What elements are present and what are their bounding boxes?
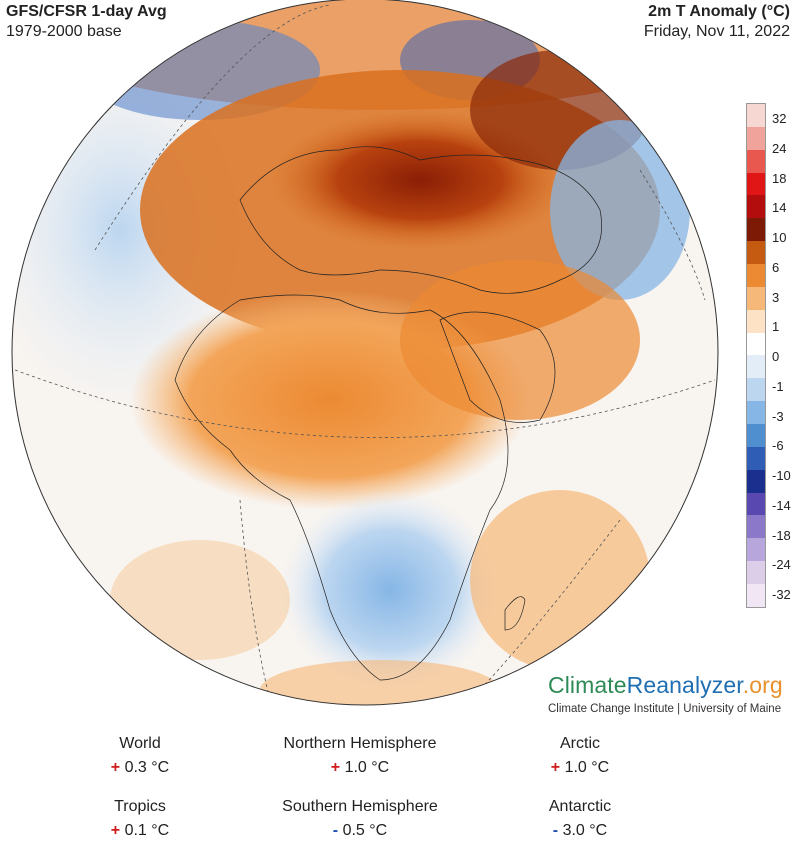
stat-southern-hemisphere: Southern Hemisphere - 0.5 °C (250, 798, 470, 840)
product-title: GFS/CFSR 1-day Avg (6, 3, 167, 20)
stat-value: 0.3 °C (124, 759, 170, 776)
brand-logo[interactable]: ClimateReanalyzer.org (548, 672, 783, 699)
legend-band (747, 104, 765, 127)
stat-sign: + (550, 759, 561, 776)
legend-band (747, 241, 765, 265)
legend-label: -32 (772, 587, 791, 602)
legend-band (747, 561, 765, 585)
legend-band (747, 264, 765, 287)
stat-value: 3.0 °C (562, 822, 608, 839)
legend-band (747, 149, 765, 173)
globe-outline (11, 0, 719, 706)
stat-value: 1.0 °C (564, 759, 610, 776)
legend-label: 14 (772, 200, 787, 216)
stat-antarctic: Antarctic - 3.0 °C (470, 798, 690, 840)
stat-sign: - (552, 822, 559, 839)
brand-affiliation: Climate Change Institute | University of… (548, 703, 782, 715)
legend-band (747, 424, 765, 447)
legend-band (747, 401, 765, 425)
legend-band (747, 469, 765, 493)
stat-sign: + (110, 822, 121, 839)
legend-label: -6 (772, 438, 784, 454)
stat-tropics: Tropics + 0.1 °C (30, 798, 250, 840)
stat-name: Arctic (560, 735, 600, 752)
legend-band (747, 515, 765, 539)
legend-label: 0 (772, 349, 780, 364)
legend-label: -24 (772, 557, 791, 573)
stat-value: 0.5 °C (342, 822, 388, 839)
stat-value: 1.0 °C (344, 759, 390, 776)
legend-label: 1 (772, 319, 780, 335)
stat-name: Tropics (114, 798, 166, 815)
regional-stats: World + 0.3 °C Northern Hemisphere + 1.0… (0, 735, 800, 845)
legend-label: -14 (772, 497, 791, 513)
legend-label: -1 (772, 378, 784, 394)
color-scale-bar (746, 103, 766, 608)
legend-band (747, 332, 765, 356)
stat-sign: + (330, 759, 341, 776)
variable-title: 2m T Anomaly (°C) (648, 3, 790, 20)
stat-sign: - (332, 822, 339, 839)
legend-band (747, 309, 765, 333)
legend-band (747, 126, 765, 150)
brand-part3: .org (742, 672, 783, 698)
stat-name: Southern Hemisphere (282, 798, 438, 815)
stat-sign: + (110, 759, 121, 776)
legend-label: -3 (772, 408, 784, 424)
legend-label: 6 (772, 259, 780, 275)
stat-arctic: Arctic + 1.0 °C (470, 735, 690, 777)
legend-band (747, 492, 765, 516)
legend-band (747, 286, 765, 310)
coastlines (174, 146, 602, 681)
stat-name: Antarctic (548, 798, 612, 815)
legend-label: -18 (772, 527, 791, 543)
legend-band (747, 218, 765, 242)
stat-northern-hemisphere: Northern Hemisphere + 1.0 °C (250, 735, 470, 777)
legend-band (747, 195, 765, 219)
legend-label: 3 (772, 289, 780, 305)
legend-band (747, 446, 765, 470)
legend-band (747, 378, 765, 402)
legend-band (747, 355, 765, 379)
legend-band (747, 172, 765, 196)
legend-band (747, 584, 765, 607)
color-scale-labels: 32 24 18 14 10 6 3 1 0 -1 -3 -6 -10 -14 -18 -24 -32 (772, 103, 800, 606)
stat-name: Northern Hemisphere (283, 735, 437, 752)
stat-world: World + 0.3 °C (30, 735, 250, 777)
legend-label: 18 (772, 170, 787, 186)
legend-label: -10 (772, 468, 791, 483)
stat-value: 0.1 °C (124, 822, 170, 839)
legend-label: 10 (772, 230, 787, 245)
brand-part1: Climate (548, 672, 627, 698)
legend-label: 32 (772, 111, 787, 126)
stat-name: World (119, 735, 161, 752)
legend-band (747, 538, 765, 562)
legend-label: 24 (772, 140, 787, 156)
brand-part2: Reanalyzer (626, 672, 743, 698)
baseline-period: 1979-2000 base (6, 23, 122, 40)
date-label: Friday, Nov 11, 2022 (643, 23, 790, 40)
graticule (14, 4, 716, 701)
